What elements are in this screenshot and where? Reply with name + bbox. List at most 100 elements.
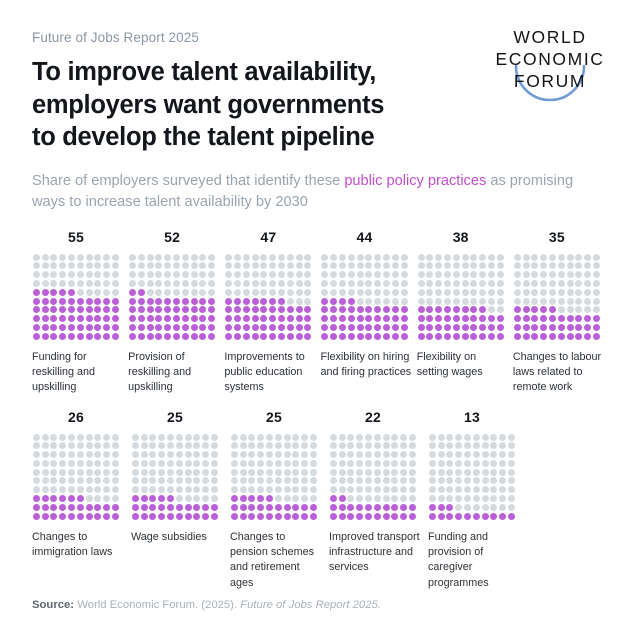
waffle-dot — [50, 477, 58, 485]
waffle-dot — [292, 486, 300, 494]
waffle-dot — [400, 433, 408, 441]
waffle-dot — [461, 288, 469, 296]
waffle-dot — [301, 503, 309, 511]
waffle-dot — [391, 468, 399, 476]
waffle-dot — [41, 253, 49, 261]
waffle-dot — [292, 433, 300, 441]
waffle-dot — [470, 253, 478, 261]
waffle-dot — [479, 315, 487, 323]
waffle-dot — [304, 253, 312, 261]
waffle-dot — [242, 306, 250, 314]
waffle-dot — [181, 253, 189, 261]
waffle-dot — [158, 477, 166, 485]
waffle-dot — [175, 495, 183, 503]
waffle-dot — [417, 279, 425, 287]
waffle-dot — [391, 297, 399, 305]
waffle-dot — [85, 332, 93, 340]
waffle-dot — [487, 315, 495, 323]
waffle-dot — [330, 332, 338, 340]
waffle-label: Funding and provision of caregiver progr… — [428, 530, 489, 589]
waffle-dot — [338, 468, 346, 476]
waffle-dot — [242, 279, 250, 287]
waffle-dot — [472, 442, 480, 450]
waffle-dot — [94, 512, 102, 520]
waffle-dot — [461, 279, 469, 287]
waffle-dot — [112, 451, 120, 459]
waffle-dot — [304, 323, 312, 331]
waffle-dot — [76, 442, 84, 450]
waffle-dot — [173, 323, 181, 331]
waffle-dot — [85, 468, 93, 476]
waffle-dot — [112, 503, 120, 511]
waffle-dot — [513, 271, 521, 279]
waffle-dot — [59, 315, 67, 323]
svg-text:WORLD: WORLD — [513, 27, 586, 47]
waffle-dot — [339, 323, 346, 331]
waffle-dot — [310, 433, 318, 441]
waffle-dot — [428, 477, 436, 485]
waffle-dot — [304, 306, 312, 314]
waffle-dot — [522, 262, 530, 270]
waffle-dot — [339, 332, 346, 340]
waffle-dot — [417, 253, 425, 261]
waffle-dot — [85, 271, 93, 279]
waffle-dot — [461, 306, 469, 314]
waffle-dot — [373, 442, 381, 450]
waffle-dot — [85, 459, 93, 467]
waffle-dot — [239, 503, 247, 511]
waffle-dot — [592, 271, 600, 279]
headline-line-1: To improve talent availability, — [32, 58, 377, 87]
waffle-dot — [461, 332, 469, 340]
waffle-dot — [278, 271, 286, 279]
waffle-dot — [321, 271, 329, 279]
waffle-dot — [356, 323, 364, 331]
waffle-dot — [286, 279, 294, 287]
waffle-dot — [175, 512, 183, 520]
waffle-dot — [278, 332, 286, 340]
waffle-dot — [522, 306, 530, 314]
waffle-cell: 55 Funding for reskilling and upskilling — [32, 230, 127, 396]
waffle-dot — [592, 262, 600, 270]
waffle-dot — [283, 477, 291, 485]
waffle-dot — [146, 279, 154, 287]
waffle-dot — [103, 468, 111, 476]
waffle-dot — [347, 433, 355, 441]
waffle-dot — [329, 468, 337, 476]
waffle-dot — [592, 297, 600, 305]
waffle-dot — [164, 288, 172, 296]
waffle-dot — [464, 459, 472, 467]
waffle-dot — [68, 512, 76, 520]
waffle-dot — [356, 279, 364, 287]
waffle-dot — [437, 512, 445, 520]
waffle-dot — [50, 442, 58, 450]
waffle-dot — [257, 451, 265, 459]
waffle-dot — [76, 279, 84, 287]
waffle-dot — [76, 495, 84, 503]
waffle-dot — [566, 315, 574, 323]
waffle-grid — [131, 433, 219, 521]
waffle-dot — [400, 315, 408, 323]
waffle-dot — [103, 442, 111, 450]
waffle-dot — [193, 468, 201, 476]
waffle-dot — [330, 271, 338, 279]
waffle-dot — [242, 297, 250, 305]
waffle-dot — [173, 262, 181, 270]
waffle-dot — [137, 262, 145, 270]
waffle-dot — [251, 253, 259, 261]
waffle-dot — [242, 288, 250, 296]
waffle-dot — [211, 468, 219, 476]
waffle-dot — [239, 442, 247, 450]
waffle-dot — [417, 323, 425, 331]
waffle-dot — [338, 477, 346, 485]
waffle-dot — [266, 503, 274, 511]
waffle-dot — [59, 279, 67, 287]
waffle-dot — [508, 495, 516, 503]
waffle-dot — [242, 332, 250, 340]
waffle-dot — [417, 271, 425, 279]
waffle-dot — [400, 459, 408, 467]
waffle-dot — [374, 323, 382, 331]
waffle-dot — [251, 288, 259, 296]
waffle-dot — [242, 315, 250, 323]
waffle-dot — [85, 297, 93, 305]
waffle-dot — [428, 503, 436, 511]
